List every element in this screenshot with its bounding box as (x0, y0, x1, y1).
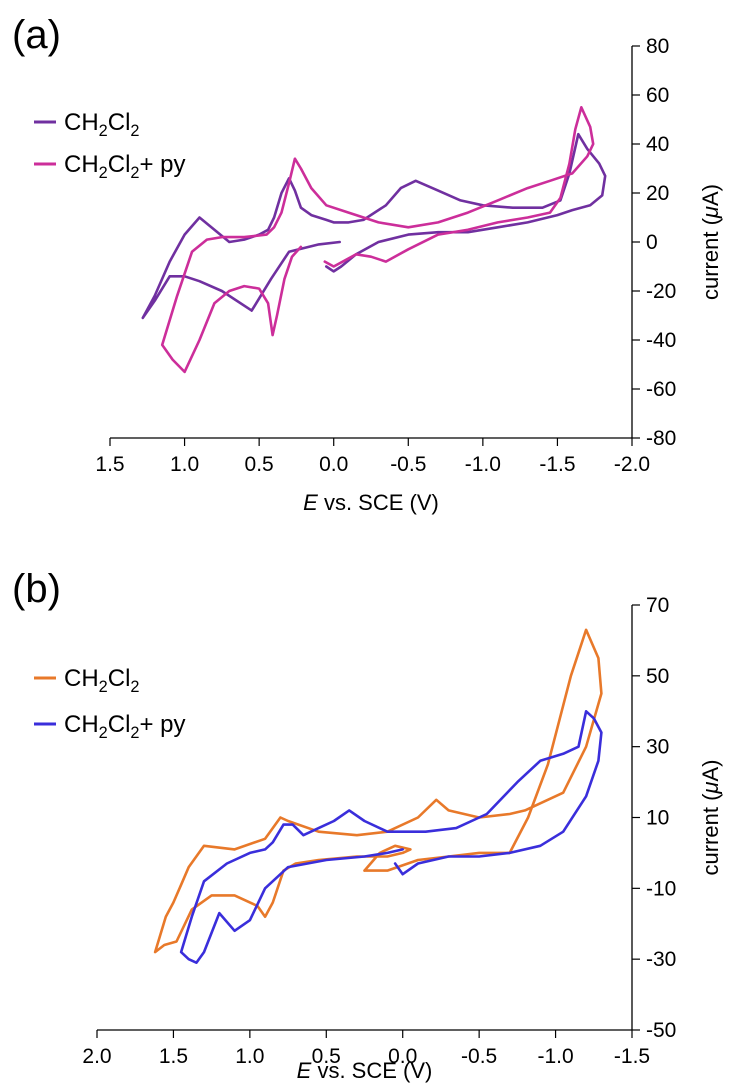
y-tick-label-b: -10 (646, 877, 676, 900)
y-tick-label-b: 30 (646, 736, 669, 759)
x-tick-label-a: 1.0 (170, 453, 199, 476)
x-tick-label-b: 0.0 (388, 1045, 417, 1068)
x-tick-label-a: -2.0 (614, 453, 650, 476)
y-tick-label-b: -30 (646, 948, 676, 971)
x-axis-label-a: E vs. SCE (V) (303, 490, 439, 515)
x-tick-label-a: -1.0 (465, 453, 501, 476)
y-axis-label-b: current (μA) (698, 760, 723, 876)
x-tick-label-a: 1.5 (95, 453, 124, 476)
y-tick-label-a: 20 (646, 182, 669, 205)
series-line-a-2 (160, 106, 595, 374)
x-tick-label-b: 1.5 (159, 1045, 188, 1068)
y-tick-label-a: 80 (646, 35, 669, 58)
x-tick-label-b: -0.5 (461, 1045, 497, 1068)
y-tick-label-b: 10 (646, 807, 669, 830)
legend-label-b-2: CH2Cl2+ py (64, 711, 186, 742)
legend-label-b-1: CH2Cl2 (64, 665, 140, 696)
y-tick-label-b: -50 (646, 1019, 676, 1042)
y-tick-label-a: 60 (646, 84, 669, 107)
x-tick-label-b: 0.5 (312, 1045, 341, 1068)
chart-b: 2.0 1.5 1.0 0.5 0.0 -0.5 -1.0 -1.5 70 50 30 10 -10 -3… (34, 594, 723, 1083)
y-tick-label-a: -60 (646, 378, 676, 401)
legend-label-a-2: CH2Cl2+ py (64, 151, 186, 182)
y-tick-label-a: -20 (646, 280, 676, 303)
y-axis-label-a: current (μA) (698, 184, 723, 300)
x-tick-label-b: 1.0 (235, 1045, 264, 1068)
x-tick-label-a: -1.5 (539, 453, 575, 476)
x-tick-label-a: -0.5 (390, 453, 426, 476)
y-tick-label-a: 0 (646, 231, 658, 254)
x-tick-label-a: 0.5 (245, 453, 274, 476)
panel-b-label: (b) (12, 567, 61, 611)
x-tick-label-b: -1.5 (614, 1045, 650, 1068)
y-tick-label-b: 70 (646, 594, 669, 617)
x-tick-label-a: 0.0 (319, 453, 348, 476)
y-tick-label-a: 40 (646, 133, 669, 156)
series-line-b-1 (153, 628, 603, 954)
legend-label-a-1: CH2Cl2 (64, 109, 140, 140)
y-tick-label-b: 50 (646, 665, 669, 688)
x-tick-label-b: -1.0 (537, 1045, 573, 1068)
panel-a-label: (a) (12, 13, 61, 57)
series-line-a-1 (141, 132, 607, 320)
series-line-b-2 (179, 710, 603, 964)
x-axis-label-b: E vs. SCE (V) (297, 1058, 433, 1083)
y-tick-label-a: -80 (646, 427, 676, 450)
y-tick-label-a: -40 (646, 329, 676, 352)
x-tick-label-b: 2.0 (82, 1045, 111, 1068)
chart-a: 1.5 1.0 0.5 0.0 -0.5 -1.0 -1.5 -2.0 80 60 40 20 0 -20… (34, 35, 723, 515)
